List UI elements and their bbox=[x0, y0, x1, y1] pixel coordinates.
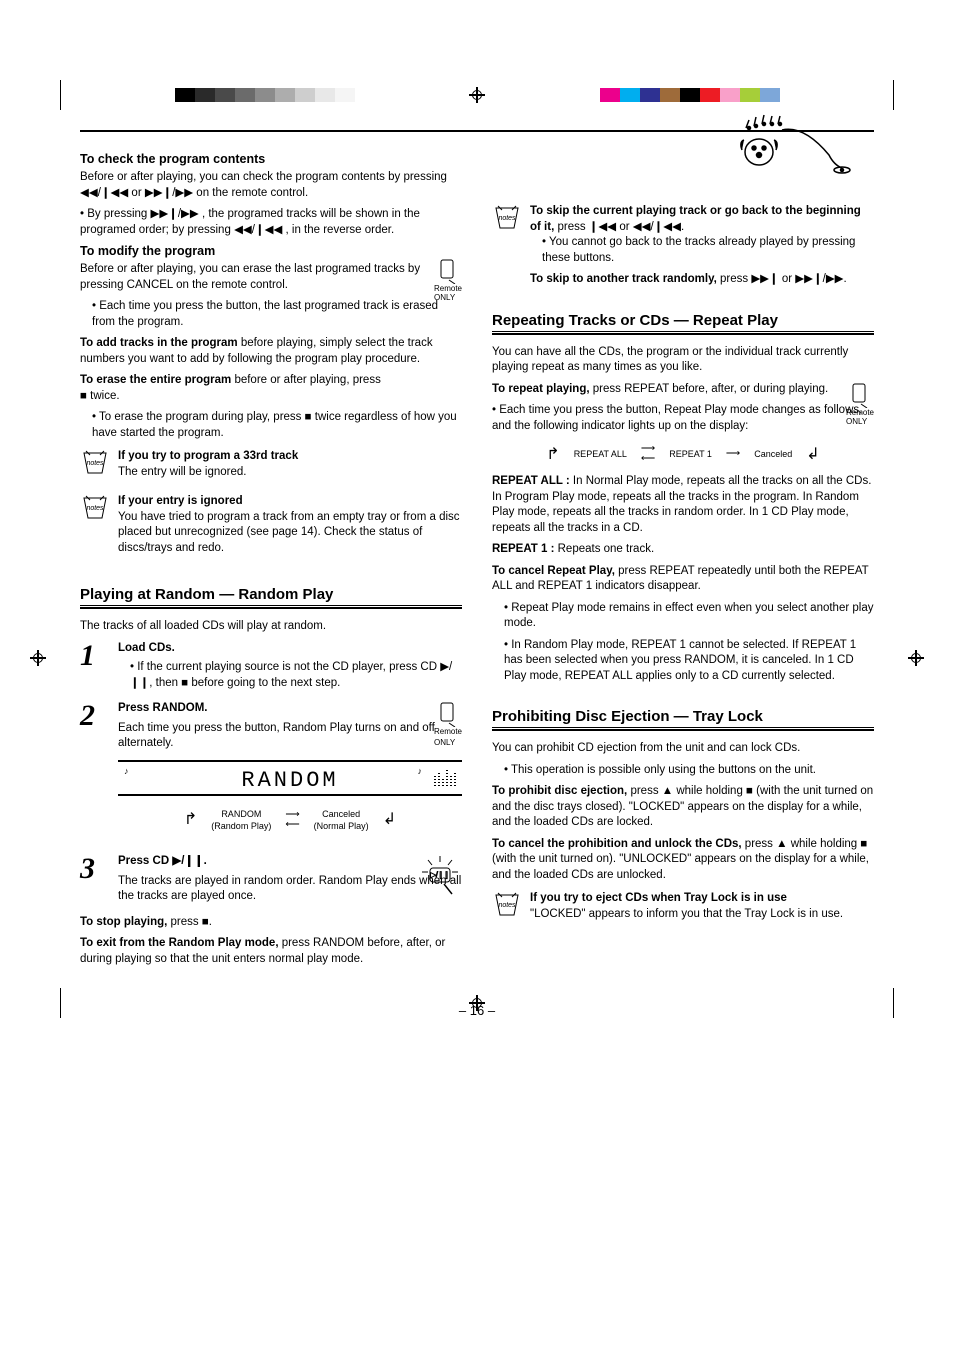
svg-text:▶/❙❙: ▶/❙❙ bbox=[430, 871, 449, 879]
loop-item: Canceled bbox=[748, 447, 798, 461]
body-text: To prohibit disc ejection, press ▲ while… bbox=[492, 784, 874, 831]
step-1: 1 Load CDs. • If the current playing sou… bbox=[80, 641, 462, 692]
loop-item: REPEAT 1 bbox=[663, 447, 718, 461]
svg-text:notes: notes bbox=[498, 902, 516, 909]
body-text: Before or after playing, you can check t… bbox=[80, 170, 462, 201]
body-text: • To erase the program during play, pres… bbox=[92, 410, 462, 441]
body-text: • This operation is possible only using … bbox=[504, 763, 874, 779]
heading-repeat-play: Repeating Tracks or CDs — Repeat Play bbox=[492, 312, 874, 329]
body-text: REPEAT 1 : Repeats one track. bbox=[492, 542, 874, 558]
section-divider bbox=[80, 605, 462, 609]
gradient-bar bbox=[175, 88, 375, 102]
left-column: To check the program contents Before or … bbox=[80, 146, 462, 973]
prev-icon: ❙◀◀ bbox=[101, 187, 128, 199]
notes-icon: notes bbox=[492, 891, 522, 919]
note-text: If your entry is ignoredYou have tried t… bbox=[118, 494, 462, 556]
body-text: To exit from the Random Play mode, press… bbox=[80, 936, 462, 967]
body-text: Before or after playing, you can erase t… bbox=[80, 262, 462, 293]
repeat-loop-diagram: ↱ REPEAT ALL ⟶⟵ REPEAT 1 ⟶ Canceled ↲ bbox=[492, 444, 874, 464]
body-text: To stop playing, press ■. bbox=[80, 915, 462, 931]
body-text: You can have all the CDs, the program or… bbox=[492, 345, 874, 376]
remote-only-badge: Remote ONLY bbox=[434, 258, 462, 302]
body-text: To cancel Repeat Play, press REPEAT repe… bbox=[492, 564, 874, 595]
note: notes If you try to eject CDs when Tray … bbox=[492, 891, 874, 928]
heading-random-play: Playing at Random — Random Play bbox=[80, 586, 462, 603]
loop-item: RANDOM (Random Play) bbox=[205, 806, 277, 834]
next-icon: ▶▶❙ bbox=[145, 187, 172, 199]
corner-mark bbox=[60, 988, 80, 1018]
right-column: notes To skip the current playing track … bbox=[492, 146, 874, 973]
body-text: REPEAT ALL : In Normal Play mode, repeat… bbox=[492, 474, 874, 536]
notes-icon: notes bbox=[80, 449, 110, 477]
svg-text:notes: notes bbox=[86, 460, 104, 467]
body-text: • By pressing ▶▶❙/▶▶ , the programed tra… bbox=[80, 207, 462, 238]
body-text: • In Random Play mode, REPEAT 1 cannot b… bbox=[504, 638, 874, 685]
section-divider bbox=[492, 331, 874, 335]
crosshair-icon bbox=[30, 650, 46, 666]
note: notes If you try to program a 33rd track… bbox=[80, 449, 462, 486]
remote-only-badge: Remote ONLY bbox=[846, 382, 874, 426]
crosshair-icon bbox=[469, 87, 485, 103]
step-number: 3 bbox=[80, 854, 104, 884]
display-text: RANDOM bbox=[241, 766, 338, 796]
body-text: • Each time you press the button, the la… bbox=[92, 299, 462, 330]
mode-loop-diagram: ↱ RANDOM (Random Play) ⟶⟵ Canceled (Norm… bbox=[118, 806, 462, 834]
lcd-display: ♪ RANDOM ♪ bbox=[118, 760, 462, 796]
body-text: You can prohibit CD ejection from the un… bbox=[492, 741, 874, 757]
note-text: If you try to program a 33rd trackThe en… bbox=[118, 449, 298, 480]
note: notes If your entry is ignoredYou have t… bbox=[80, 494, 462, 562]
heading-tray-lock: Prohibiting Disc Ejection — Tray Lock bbox=[492, 708, 874, 725]
step-3: 3 Press CD ▶/❙❙. The tracks are played i… bbox=[80, 854, 462, 905]
loop-item: REPEAT ALL bbox=[568, 447, 633, 461]
corner-mark bbox=[874, 80, 894, 110]
svg-text:notes: notes bbox=[86, 505, 104, 512]
heading-modify-program: To modify the program bbox=[80, 244, 462, 258]
heading-check-program: To check the program contents bbox=[80, 152, 462, 166]
press-button-illustration: ▶/❙❙ bbox=[418, 854, 462, 904]
corner-mark bbox=[874, 988, 894, 1018]
print-marks-bottom bbox=[0, 988, 954, 1018]
notes-icon: notes bbox=[80, 494, 110, 522]
rewind-icon: ◀◀ bbox=[80, 187, 98, 199]
ff-icon: ▶▶ bbox=[175, 187, 193, 199]
step-2: 2 Press RANDOM. Each time you press the … bbox=[80, 701, 462, 844]
note: notes To skip the current playing track … bbox=[492, 204, 874, 288]
body-text: • Repeat Play mode remains in effect eve… bbox=[504, 601, 874, 632]
print-marks-top bbox=[0, 80, 954, 110]
step-number: 1 bbox=[80, 641, 104, 671]
body-text: To add tracks in the program before play… bbox=[80, 336, 462, 367]
notes-icon: notes bbox=[492, 204, 522, 232]
body-text: The tracks of all loaded CDs will play a… bbox=[80, 619, 462, 635]
body-text: To erase the entire program before or af… bbox=[80, 373, 462, 404]
corner-mark bbox=[60, 80, 80, 110]
crosshair-icon bbox=[908, 650, 924, 666]
body-text: To repeat playing, press REPEAT before, … bbox=[492, 382, 874, 398]
equalizer-icon bbox=[434, 768, 456, 786]
mascot-illustration bbox=[734, 110, 854, 192]
crosshair-icon bbox=[469, 995, 485, 1011]
color-bar bbox=[580, 88, 780, 102]
svg-text:notes: notes bbox=[498, 215, 516, 222]
remote-only-badge: Remote ONLY bbox=[434, 701, 462, 749]
step-number: 2 bbox=[80, 701, 104, 731]
note-text: If you try to eject CDs when Tray Lock i… bbox=[530, 891, 843, 922]
body-text: • Each time you press the button, Repeat… bbox=[492, 403, 874, 434]
loop-item: Canceled (Normal Play) bbox=[308, 806, 375, 834]
body-text: To cancel the prohibition and unlock the… bbox=[492, 837, 874, 884]
section-divider bbox=[492, 727, 874, 731]
